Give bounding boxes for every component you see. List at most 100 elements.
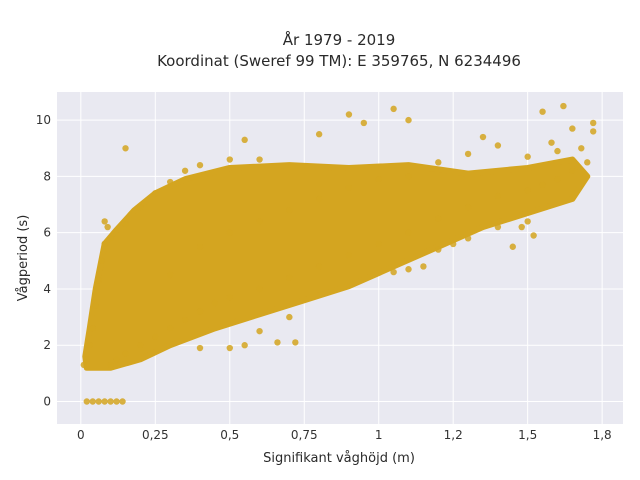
data-point bbox=[405, 173, 412, 180]
data-point bbox=[286, 206, 293, 214]
data-point bbox=[167, 271, 174, 279]
data-point bbox=[196, 243, 204, 250]
data-point bbox=[539, 108, 546, 115]
data-point bbox=[524, 187, 531, 194]
data-point bbox=[101, 218, 108, 225]
data-point bbox=[360, 119, 368, 127]
data-point bbox=[590, 128, 597, 135]
data-point bbox=[107, 398, 114, 405]
data-point bbox=[256, 285, 263, 293]
data-point bbox=[107, 235, 114, 242]
x-tick-label: 1,5 bbox=[518, 428, 537, 442]
data-point bbox=[107, 361, 114, 369]
data-point bbox=[95, 398, 102, 405]
data-point bbox=[181, 316, 189, 324]
data-point bbox=[405, 266, 412, 273]
data-point bbox=[494, 192, 502, 200]
data-point bbox=[509, 243, 516, 250]
data-point bbox=[569, 125, 576, 132]
data-point bbox=[345, 251, 353, 259]
data-point bbox=[196, 308, 204, 315]
y-axis-label: Vågperiod (s) bbox=[16, 215, 31, 302]
data-point bbox=[292, 339, 299, 346]
data-point bbox=[590, 119, 597, 127]
data-point bbox=[137, 342, 144, 349]
data-point bbox=[375, 240, 382, 248]
data-point bbox=[137, 204, 144, 211]
chart-title-line-2: Koordinat (Sweref 99 TM): E 359765, N 62… bbox=[157, 52, 521, 70]
data-point bbox=[315, 263, 323, 270]
y-tick-label: 10 bbox=[36, 113, 51, 127]
data-point bbox=[119, 398, 126, 405]
data-point bbox=[464, 204, 472, 211]
data-point bbox=[390, 268, 397, 276]
data-points bbox=[80, 102, 597, 405]
data-point bbox=[181, 167, 189, 174]
data-point bbox=[435, 215, 442, 222]
data-point bbox=[524, 218, 531, 225]
data-point bbox=[196, 344, 204, 352]
data-point bbox=[83, 356, 90, 363]
data-point bbox=[241, 136, 248, 144]
y-tick-label: 2 bbox=[43, 338, 51, 352]
data-point bbox=[539, 181, 546, 189]
y-axis-ticks: 0 2 4 6 8 10 bbox=[36, 113, 51, 408]
data-point bbox=[196, 161, 204, 169]
data-point bbox=[122, 221, 129, 228]
data-point bbox=[420, 263, 427, 270]
data-point bbox=[122, 350, 129, 357]
data-point bbox=[464, 235, 472, 242]
data-point bbox=[226, 344, 233, 352]
data-point bbox=[80, 361, 88, 369]
data-point bbox=[226, 229, 233, 236]
y-tick-label: 8 bbox=[43, 169, 51, 183]
data-point bbox=[241, 342, 248, 349]
data-point bbox=[479, 133, 487, 141]
data-point bbox=[494, 142, 502, 149]
data-point bbox=[494, 223, 502, 231]
data-point bbox=[89, 325, 96, 332]
x-tick-label: 0,5 bbox=[220, 428, 239, 442]
data-point bbox=[345, 184, 353, 191]
data-point bbox=[405, 229, 412, 236]
data-point bbox=[524, 153, 531, 160]
x-tick-label: 0,25 bbox=[142, 428, 169, 442]
data-point bbox=[98, 257, 105, 265]
data-point bbox=[554, 176, 561, 183]
data-point bbox=[518, 223, 525, 231]
data-point bbox=[286, 274, 293, 281]
data-point bbox=[122, 145, 129, 152]
data-point bbox=[226, 156, 233, 163]
data-point bbox=[92, 302, 99, 310]
x-tick-label: 1,2 bbox=[444, 428, 463, 442]
data-point bbox=[569, 167, 576, 174]
data-point bbox=[152, 333, 159, 340]
data-point bbox=[256, 218, 263, 225]
data-point bbox=[315, 131, 323, 138]
data-point bbox=[464, 150, 472, 158]
x-tick-label: 1,8 bbox=[593, 428, 612, 442]
data-point bbox=[286, 313, 293, 321]
data-point bbox=[226, 294, 233, 301]
data-point bbox=[152, 190, 159, 197]
y-tick-label: 0 bbox=[43, 394, 51, 408]
data-point bbox=[345, 111, 353, 118]
data-point bbox=[405, 116, 412, 124]
y-tick-label: 6 bbox=[43, 226, 51, 240]
data-point bbox=[256, 327, 263, 335]
data-point bbox=[315, 195, 323, 203]
data-point bbox=[83, 398, 90, 405]
data-point bbox=[113, 398, 120, 405]
chart-title-line-1: År 1979 - 2019 bbox=[283, 30, 396, 49]
data-point bbox=[390, 105, 397, 113]
data-point bbox=[89, 398, 96, 405]
data-point bbox=[548, 139, 555, 146]
x-tick-label: 0 bbox=[77, 428, 85, 442]
data-point bbox=[167, 325, 174, 332]
data-point bbox=[375, 176, 382, 183]
data-point bbox=[584, 159, 591, 166]
y-tick-label: 4 bbox=[43, 282, 51, 296]
data-point bbox=[101, 398, 108, 405]
data-point bbox=[274, 339, 281, 346]
